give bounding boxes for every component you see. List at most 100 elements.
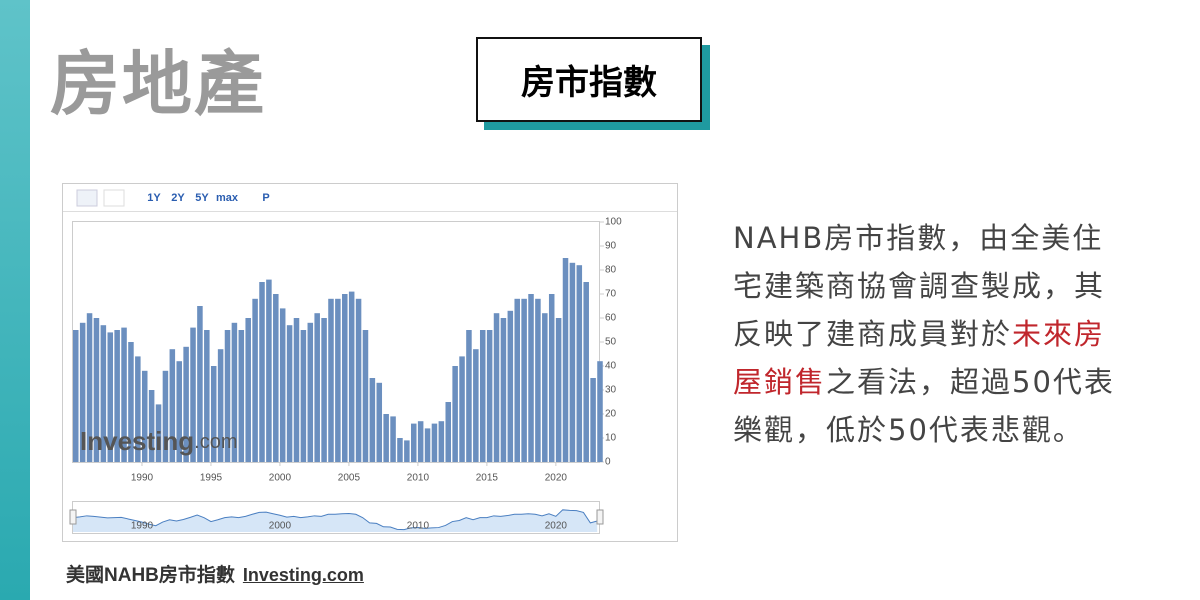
bar bbox=[569, 262, 576, 462]
bar bbox=[204, 330, 210, 462]
badge: 房市指數 bbox=[476, 37, 702, 122]
watermark-brand: Investing bbox=[80, 426, 194, 456]
y-tick-label: 20 bbox=[605, 409, 617, 420]
bar bbox=[273, 294, 279, 462]
bar bbox=[190, 327, 196, 462]
bar bbox=[141, 370, 148, 462]
bar bbox=[376, 382, 383, 462]
bar bbox=[73, 330, 79, 462]
x-tick-label: 2010 bbox=[407, 473, 430, 484]
bar bbox=[404, 440, 410, 462]
navigator-tick-label: 2000 bbox=[269, 521, 292, 532]
bar bbox=[500, 318, 507, 462]
navigator-tick-label: 2010 bbox=[407, 521, 430, 532]
toolbar-button[interactable]: 1Y bbox=[147, 192, 161, 204]
caption-title: 美國NAHB房市指數 bbox=[66, 565, 235, 586]
caption: 美國NAHB房市指數 Investing.com bbox=[66, 560, 364, 587]
bar bbox=[307, 322, 314, 462]
bar bbox=[383, 414, 389, 462]
bar bbox=[514, 298, 520, 462]
navigator-area bbox=[73, 509, 598, 532]
bar bbox=[100, 325, 107, 462]
bar bbox=[224, 330, 231, 462]
bar bbox=[535, 298, 541, 462]
bar bbox=[286, 325, 293, 462]
y-tick-label: 0 bbox=[605, 457, 611, 468]
bar bbox=[424, 428, 431, 462]
bar bbox=[521, 298, 527, 462]
bar bbox=[266, 279, 272, 462]
bar bbox=[114, 330, 120, 462]
toolbar-button[interactable]: 5Y bbox=[195, 192, 209, 204]
bar bbox=[279, 308, 286, 462]
side-bar bbox=[0, 0, 30, 600]
line-icon[interactable] bbox=[103, 189, 125, 207]
toolbar-button[interactable]: 2Y bbox=[171, 192, 185, 204]
bar bbox=[107, 332, 114, 462]
bar bbox=[128, 342, 134, 462]
navigator-line bbox=[72, 509, 598, 531]
bar bbox=[148, 390, 155, 462]
bar bbox=[169, 349, 176, 462]
bar bbox=[542, 313, 548, 462]
toolbar-button[interactable]: max bbox=[216, 192, 239, 204]
bar bbox=[452, 366, 458, 462]
bar bbox=[493, 313, 500, 462]
bar bbox=[473, 349, 479, 462]
bar bbox=[162, 370, 169, 462]
bar-icon[interactable] bbox=[76, 189, 98, 207]
bar bbox=[176, 361, 182, 462]
bar bbox=[417, 421, 424, 462]
x-tick-label: 2020 bbox=[545, 473, 568, 484]
bar bbox=[342, 294, 348, 462]
navigator-tick-label: 2020 bbox=[545, 521, 568, 532]
x-tick-label: 2015 bbox=[476, 473, 499, 484]
toolbar-button[interactable]: P bbox=[262, 192, 269, 204]
navigator-handle bbox=[596, 509, 604, 525]
bar bbox=[410, 423, 417, 462]
bar bbox=[293, 318, 300, 462]
y-tick-label: 50 bbox=[605, 337, 617, 348]
x-tick-label: 1995 bbox=[200, 473, 223, 484]
text: 之看法，超過50代表樂觀，低於50代表悲觀。 bbox=[733, 365, 1115, 447]
bar bbox=[528, 294, 534, 462]
bar bbox=[86, 313, 93, 462]
bar bbox=[314, 313, 320, 462]
bar bbox=[369, 378, 376, 462]
y-tick-label: 90 bbox=[605, 241, 617, 252]
bar bbox=[121, 327, 127, 462]
paragraph: NAHB房市指數，由全美住宅建築商協會調查製成，其反映了建商成員對於未來房屋銷售… bbox=[733, 214, 1133, 454]
source-link[interactable]: Investing.com bbox=[242, 565, 364, 585]
x-tick-label: 2000 bbox=[269, 473, 292, 484]
bar bbox=[183, 346, 189, 462]
x-tick-label: 1990 bbox=[131, 473, 154, 484]
bar bbox=[459, 356, 465, 462]
bar bbox=[562, 258, 569, 462]
bar bbox=[355, 298, 362, 462]
y-tick-label: 10 bbox=[605, 433, 617, 444]
bar bbox=[245, 318, 251, 462]
plot-frame bbox=[72, 221, 600, 463]
bar bbox=[597, 361, 603, 462]
y-tick-label: 70 bbox=[605, 289, 617, 300]
bar bbox=[238, 330, 245, 462]
bar bbox=[231, 322, 238, 462]
watermark-suffix: .com bbox=[194, 431, 237, 453]
bar bbox=[438, 421, 445, 462]
bar bbox=[93, 318, 100, 462]
bar bbox=[252, 298, 258, 462]
y-tick-label: 100 bbox=[605, 217, 622, 228]
bar bbox=[348, 291, 355, 462]
highlight: 未來房屋銷售 bbox=[733, 317, 1106, 399]
bar bbox=[590, 378, 596, 462]
bar bbox=[197, 306, 203, 462]
bar bbox=[335, 298, 341, 462]
bar bbox=[466, 330, 472, 462]
bar bbox=[217, 349, 224, 462]
navigator-handle bbox=[69, 509, 77, 525]
bar bbox=[390, 416, 396, 462]
bar bbox=[300, 330, 307, 462]
y-tick-label: 80 bbox=[605, 265, 617, 276]
bar bbox=[210, 366, 217, 462]
